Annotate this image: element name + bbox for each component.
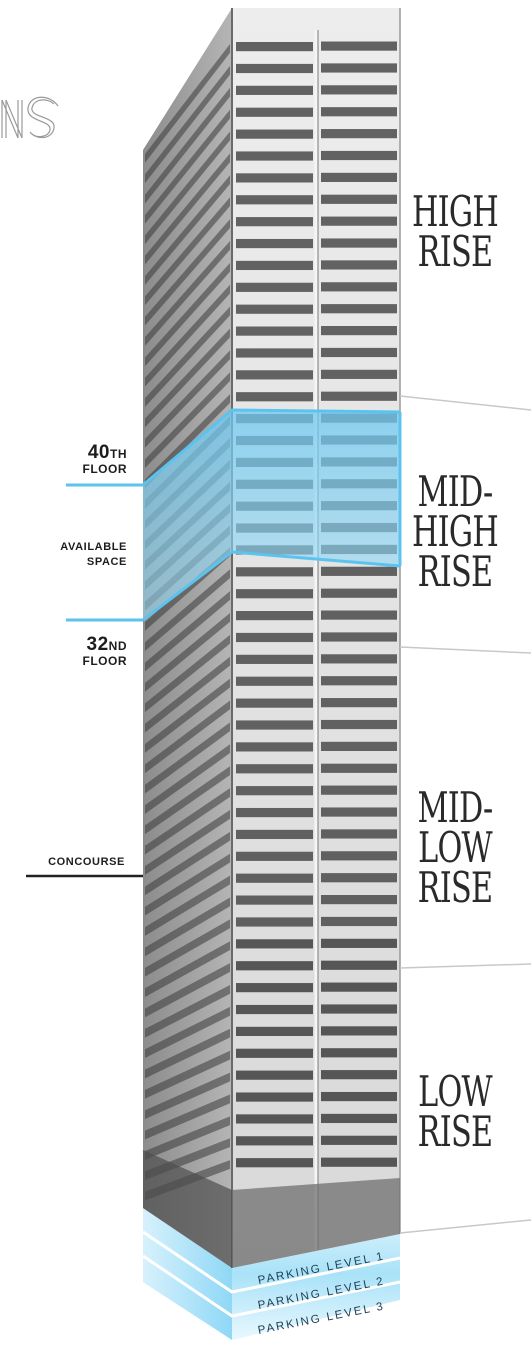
- zone-label-mid-low-rise: MID- LOW RISE: [417, 783, 493, 912]
- zone-label-low-rise: LOW RISE: [417, 1067, 493, 1156]
- available-space-label: AVAILABLE SPACE: [60, 541, 127, 568]
- floor-40-label: 40TH FLOOR: [82, 442, 127, 476]
- zone-label-mid-high-rise: MID- HIGH RISE: [412, 467, 499, 596]
- zone-dividers: [399, 395, 531, 1234]
- floor-32-label: 32ND FLOOR: [82, 634, 127, 668]
- parking-base: [142, 1208, 401, 1340]
- concourse-label: CONCOURSE: [48, 856, 125, 868]
- brand-outline-lettering: [0, 88, 62, 148]
- zone-label-high-rise: HIGH RISE: [412, 187, 499, 276]
- available-space-highlight: [142, 408, 402, 622]
